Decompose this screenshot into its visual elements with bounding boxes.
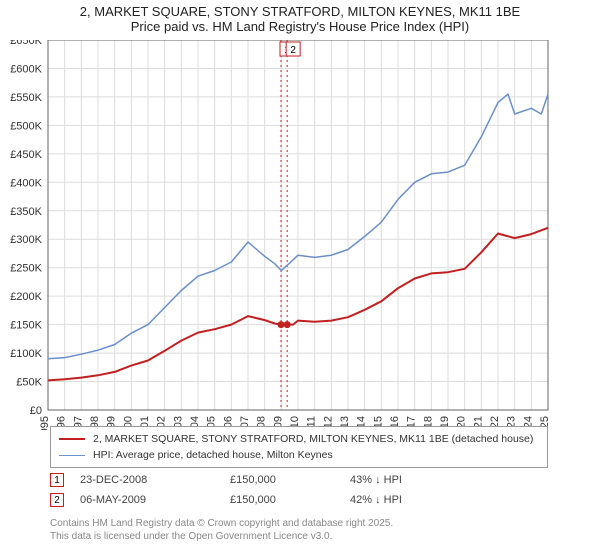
transaction-price: £150,000 <box>230 494 350 506</box>
transaction-date: 06-MAY-2009 <box>80 494 230 506</box>
transaction-delta: 43% ↓ HPI <box>350 474 470 486</box>
svg-text:£100K: £100K <box>10 348 42 360</box>
transaction-price: £150,000 <box>230 474 350 486</box>
footer-line1: Contains HM Land Registry data © Crown c… <box>50 517 393 530</box>
svg-text:£650K: £650K <box>10 40 42 47</box>
title-line1: 2, MARKET SQUARE, STONY STRATFORD, MILTO… <box>0 4 600 19</box>
footer-attribution: Contains HM Land Registry data © Crown c… <box>50 517 393 543</box>
legend-item-hpi: HPI: Average price, detached house, Milt… <box>59 447 539 463</box>
svg-text:£600K: £600K <box>10 63 42 75</box>
legend-swatch <box>59 438 85 440</box>
legend: 2, MARKET SQUARE, STONY STRATFORD, MILTO… <box>50 426 548 468</box>
transaction-row: 1 23-DEC-2008£150,00043% ↓ HPI <box>50 470 548 490</box>
legend-label: HPI: Average price, detached house, Milt… <box>93 449 333 461</box>
svg-text:£300K: £300K <box>10 234 42 246</box>
transactions-list: 1 23-DEC-2008£150,00043% ↓ HPI 2 06-MAY-200… <box>50 470 548 510</box>
transaction-row: 2 06-MAY-2009£150,00042% ↓ HPI <box>50 490 548 510</box>
transaction-badge: 1 <box>50 473 64 487</box>
footer-line2: This data is licensed under the Open Gov… <box>50 530 393 543</box>
svg-text:£350K: £350K <box>10 206 42 218</box>
chart-area: £0£50K£100K£150K£200K£250K£300K£350K£400… <box>48 40 600 430</box>
svg-text:£550K: £550K <box>10 92 42 104</box>
transaction-delta: 42% ↓ HPI <box>350 494 470 506</box>
legend-item-price_paid: 2, MARKET SQUARE, STONY STRATFORD, MILTO… <box>59 431 539 447</box>
svg-text:£150K: £150K <box>10 320 42 332</box>
line-chart-svg: £0 £50K £100K £150K £200K £250K £300K £350K £400… <box>4 40 552 430</box>
svg-text:£500K: £500K <box>10 120 42 132</box>
svg-text:£400K: £400K <box>10 177 42 189</box>
legend-swatch <box>59 455 85 456</box>
chart-title-block: 2, MARKET SQUARE, STONY STRATFORD, MILTO… <box>0 0 600 34</box>
svg-text:£250K: £250K <box>10 263 42 275</box>
svg-text:£0: £0 <box>30 405 42 417</box>
svg-text:£450K: £450K <box>10 149 42 161</box>
transaction-date: 23-DEC-2008 <box>80 474 230 486</box>
svg-text:£200K: £200K <box>10 291 42 303</box>
title-line2: Price paid vs. HM Land Registry's House … <box>0 19 600 34</box>
transaction-badge: 2 <box>50 493 64 507</box>
svg-text:2: 2 <box>290 45 296 56</box>
svg-text:£50K: £50K <box>16 377 42 389</box>
legend-label: 2, MARKET SQUARE, STONY STRATFORD, MILTO… <box>93 433 533 445</box>
